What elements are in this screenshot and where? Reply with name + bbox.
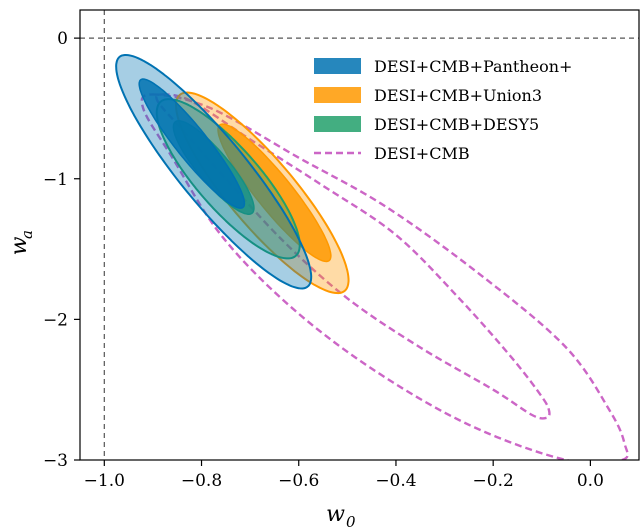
y-axis-label: w a xyxy=(7,230,36,255)
y-axis-label-main: w xyxy=(7,236,32,255)
contour-desi-cmb-pantheon-68 xyxy=(138,78,246,209)
legend-label: DESI+CMB+Pantheon+ xyxy=(374,57,572,76)
y-tick-label: 0 xyxy=(57,29,68,49)
x-tick-label: −1.0 xyxy=(84,471,125,491)
x-axis-label: w 0 xyxy=(326,502,356,529)
legend-item-desi-cmb-pantheon: DESI+CMB+Pantheon+ xyxy=(314,57,572,76)
legend-item-desi-cmb-union3: DESI+CMB+Union3 xyxy=(314,86,542,105)
x-tick-label: −0.8 xyxy=(181,471,222,491)
legend-label: DESI+CMB+Union3 xyxy=(374,86,542,105)
y-tick-label: −3 xyxy=(43,451,68,471)
plot-frame xyxy=(79,9,640,461)
contour-desi-cmb-95 xyxy=(140,93,629,460)
legend-swatch xyxy=(314,87,361,103)
x-axis-label-main: w xyxy=(326,502,345,527)
x-tick-label: 0.0 xyxy=(577,471,604,491)
legend-item-desi-cmb-desy5: DESI+CMB+DESY5 xyxy=(314,115,539,134)
axis-ticks: −1.0 −0.8 −0.6 −0.4 −0.2 0.0 0 −1 −2 −3 xyxy=(43,29,604,491)
y-tick-label: −2 xyxy=(43,310,68,330)
legend-label: DESI+CMB+DESY5 xyxy=(374,115,539,134)
legend-swatch xyxy=(314,116,361,132)
series-desi-cmb-pantheon xyxy=(115,53,313,290)
legend: DESI+CMB+Pantheon+ DESI+CMB+Union3 DESI+CM… xyxy=(314,57,572,163)
plot-area xyxy=(80,10,639,460)
contour-layer xyxy=(115,53,629,460)
y-tick-label: −1 xyxy=(43,170,68,190)
legend-label: DESI+CMB xyxy=(374,144,470,163)
x-tick-label: −0.2 xyxy=(473,471,514,491)
x-tick-label: −0.4 xyxy=(375,471,416,491)
x-tick-label: −0.6 xyxy=(278,471,319,491)
legend-item-desi-cmb: DESI+CMB xyxy=(314,144,470,163)
x-axis-label-subscript: 0 xyxy=(346,513,356,529)
y-axis-label-subscript: a xyxy=(18,230,36,239)
legend-swatch xyxy=(314,58,361,74)
